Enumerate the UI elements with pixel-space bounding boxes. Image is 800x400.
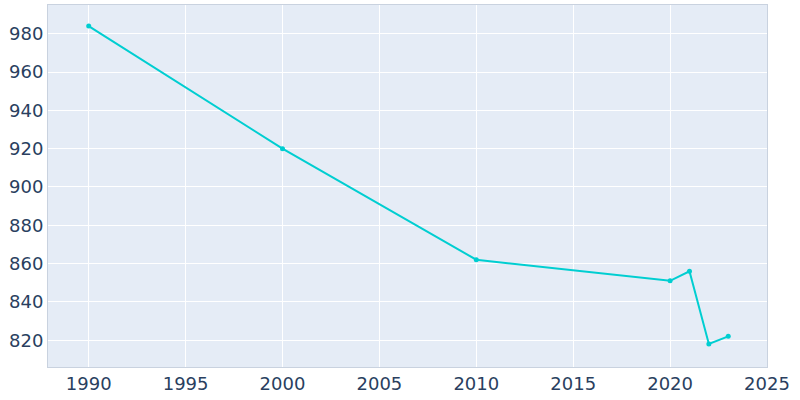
svg-text:860: 860 <box>9 253 43 274</box>
svg-text:940: 940 <box>9 100 43 121</box>
svg-text:820: 820 <box>9 329 43 350</box>
svg-text:960: 960 <box>9 61 43 82</box>
svg-text:1990: 1990 <box>66 373 112 394</box>
svg-text:2015: 2015 <box>550 373 596 394</box>
svg-text:980: 980 <box>9 23 43 44</box>
svg-text:2025: 2025 <box>744 373 790 394</box>
svg-text:2010: 2010 <box>453 373 499 394</box>
svg-text:880: 880 <box>9 215 43 236</box>
svg-text:2000: 2000 <box>260 373 306 394</box>
svg-text:920: 920 <box>9 138 43 159</box>
svg-text:840: 840 <box>9 291 43 312</box>
svg-text:900: 900 <box>9 176 43 197</box>
svg-text:2020: 2020 <box>647 373 693 394</box>
svg-text:2005: 2005 <box>356 373 402 394</box>
svg-text:1995: 1995 <box>163 373 209 394</box>
